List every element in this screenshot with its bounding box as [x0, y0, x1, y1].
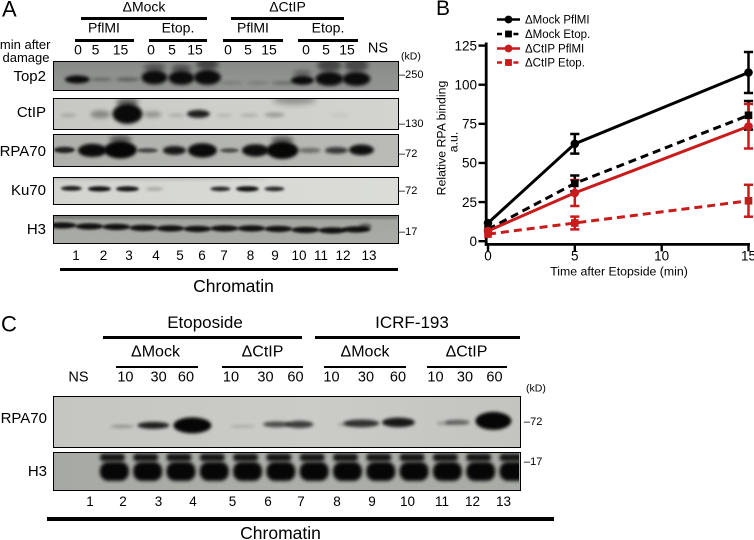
svg-text:50: 50: [462, 156, 477, 171]
svg-text:ΔMock Etop.: ΔMock Etop.: [525, 29, 590, 41]
svg-text:Relative RPA binding: Relative RPA binding: [435, 81, 449, 196]
svg-text:0: 0: [484, 249, 492, 264]
svg-text:100: 100: [454, 77, 477, 92]
svg-text:0: 0: [469, 234, 477, 249]
svg-text:ΔCtIP PflMI: ΔCtIP PflMI: [525, 44, 584, 56]
svg-text:a.u.: a.u.: [447, 132, 461, 153]
svg-text:75: 75: [462, 117, 477, 132]
svg-text:125: 125: [454, 38, 477, 53]
svg-text:10: 10: [654, 249, 669, 264]
svg-text:5: 5: [571, 249, 579, 264]
svg-text:Time after Etopside (min): Time after Etopside (min): [550, 264, 688, 278]
svg-text:25: 25: [462, 195, 477, 210]
svg-text:15: 15: [741, 249, 754, 264]
svg-text:ΔCtIP Etop.: ΔCtIP Etop.: [525, 58, 585, 70]
svg-text:ΔMock PflMI: ΔMock PflMI: [525, 15, 590, 27]
